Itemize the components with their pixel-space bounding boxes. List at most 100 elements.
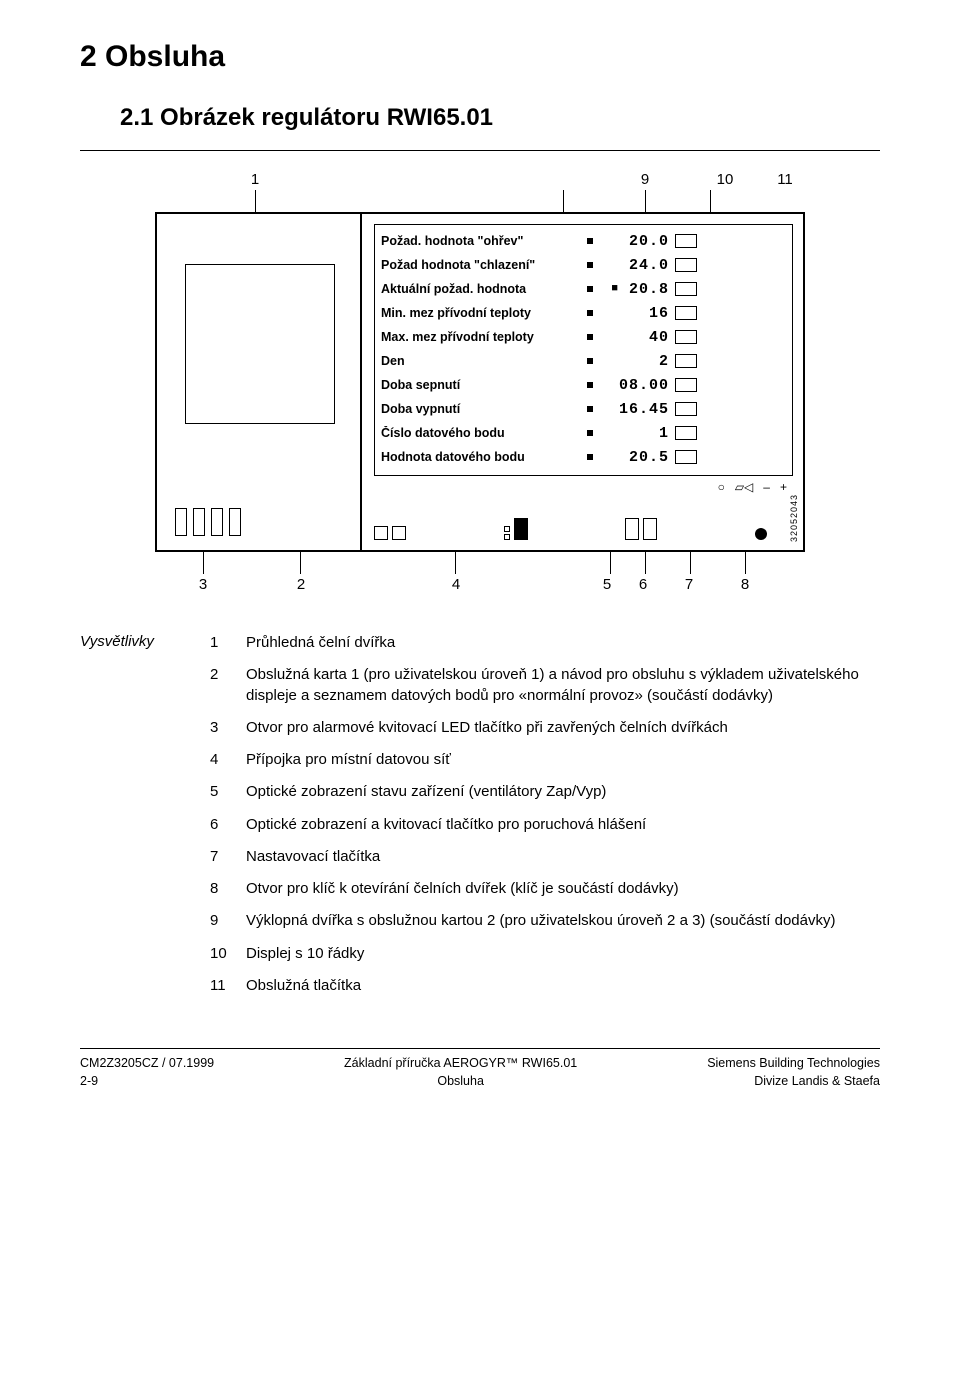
legend-item: 7Nastavovací tlačítka <box>210 847 880 867</box>
callout-2: 2 <box>291 576 311 593</box>
param-value: 08.00 <box>599 377 669 394</box>
param-row: Číslo datového bodu1 <box>381 421 786 445</box>
param-button-icon <box>675 306 697 320</box>
footer-doc-title: Základní příručka AEROGYR™ RWI65.01 <box>344 1055 577 1073</box>
param-button-icon <box>675 234 697 248</box>
legend-text: Displej s 10 řádky <box>246 944 880 964</box>
device-diagram: 1 9 10 11 Požad. hodn <box>155 171 805 593</box>
param-value: 1 <box>599 425 669 442</box>
callout-9: 9 <box>635 171 655 188</box>
symbol-row: ○ ▱◁ – + <box>374 476 793 494</box>
legend-item: 5 Optické zobrazení stavu zařízení (venti… <box>210 782 880 802</box>
legend-item: 10 Displej s 10 řádky <box>210 944 880 964</box>
legend-item: 1Průhledná čelní dvířka <box>210 633 880 653</box>
param-row: Požad hodnota "chlazení"24.0 <box>381 253 786 277</box>
param-value: 20.0 <box>599 233 669 250</box>
legend-text: Přípojka pro místní datovou síť <box>246 750 880 770</box>
legend-block: Vysvětlivky 1Průhledná čelní dvířka 2Obsl… <box>80 633 880 1008</box>
param-row: Max. mez přívodní teploty 40 <box>381 325 786 349</box>
legend-number: 6 <box>210 815 232 835</box>
control-box-icon <box>374 526 388 540</box>
param-button-icon <box>675 378 697 392</box>
ctrl-block-set <box>625 518 657 540</box>
legend-text: Otvor pro alarmové kvitovací LED tlačítk… <box>246 718 880 738</box>
param-row: Hodnota datového bodu 20.5 <box>381 445 786 469</box>
param-value: 24.0 <box>599 257 669 274</box>
param-row: Aktuální požad. hodnota■ 20.8 <box>381 277 786 301</box>
callout-8: 8 <box>735 576 755 593</box>
callout-11: 11 <box>775 171 795 188</box>
callout-10: 10 <box>715 171 735 188</box>
param-label: Aktuální požad. hodnota <box>381 282 581 296</box>
callouts-top: 1 9 10 11 <box>155 171 805 188</box>
footer-page-number: 2-9 <box>80 1073 214 1091</box>
legend-number: 8 <box>210 879 232 899</box>
bottom-controls <box>374 518 767 540</box>
legend-list: 1Průhledná čelní dvířka 2Obslužná karta 1… <box>210 633 880 1008</box>
param-button-icon <box>675 402 697 416</box>
control-box-icon <box>392 526 406 540</box>
legend-number: 5 <box>210 782 232 802</box>
param-dot-icon <box>587 334 593 340</box>
param-row: Doba vypnutí16.45 <box>381 397 786 421</box>
footer-left: CM2Z3205CZ / 07.1999 2-9 <box>80 1055 214 1090</box>
legend-item: 2Obslužná karta 1 (pro uživatelskou úrov… <box>210 665 880 706</box>
callout-4: 4 <box>446 576 466 593</box>
slot <box>211 508 223 536</box>
param-label: Doba sepnutí <box>381 378 581 392</box>
param-dot-icon <box>587 238 593 244</box>
footer-right: Siemens Building Technologies Divize Lan… <box>707 1055 880 1090</box>
symbol-icon: ▱◁ <box>735 480 753 494</box>
footer-section: Obsluha <box>344 1073 577 1091</box>
front-window <box>185 264 335 424</box>
legend-item: 9Výklopná dvířka s obslužnou kartou 2 (p… <box>210 911 880 931</box>
ctrl-block-key <box>755 528 767 540</box>
param-row: Požad. hodnota "ohřev"20.0 <box>381 229 786 253</box>
legend-number: 11 <box>210 976 232 996</box>
callout-5: 5 <box>597 576 617 593</box>
param-button-icon <box>675 426 697 440</box>
symbol-icon: + <box>780 480 787 494</box>
symbol-icon: – <box>763 480 770 494</box>
param-label: Den <box>381 354 581 368</box>
footer-division: Divize Landis & Staefa <box>707 1073 880 1091</box>
param-value: 20.5 <box>599 449 669 466</box>
param-dot-icon <box>587 286 593 292</box>
param-value: 2 <box>599 353 669 370</box>
legend-number: 10 <box>210 944 232 964</box>
footer-company: Siemens Building Technologies <box>707 1055 880 1073</box>
section-title: 2.1 Obrázek regulátoru RWI65.01 <box>120 104 880 132</box>
param-value: 40 <box>599 329 669 346</box>
legend-text: Obslužná karta 1 (pro uživatelskou úrove… <box>246 665 880 706</box>
ctrl-block-left <box>374 526 406 540</box>
param-label: Max. mez přívodní teploty <box>381 330 581 344</box>
footer-doc-code: CM2Z3205CZ / 07.1999 <box>80 1055 214 1073</box>
param-dot-icon <box>587 454 593 460</box>
alarm-button-icon <box>514 518 528 540</box>
legend-item: 8Otvor pro klíč k otevírání čelních dvíř… <box>210 879 880 899</box>
section-rule <box>80 150 880 151</box>
legend-number: 9 <box>210 911 232 931</box>
device-right-panel: Požad. hodnota "ohřev"20.0Požad hodnota … <box>362 214 803 550</box>
param-dot-icon <box>587 406 593 412</box>
callout-6: 6 <box>633 576 653 593</box>
symbol-icon: ○ <box>718 480 725 494</box>
legend-item: 4Přípojka pro místní datovou síť <box>210 750 880 770</box>
param-button-icon <box>675 354 697 368</box>
slot <box>229 508 241 536</box>
slot <box>175 508 187 536</box>
param-label: Doba vypnutí <box>381 402 581 416</box>
legend-item: 11Obslužná tlačítka <box>210 976 880 996</box>
param-button-icon <box>675 450 697 464</box>
param-dot-icon <box>587 382 593 388</box>
param-value: 16 <box>599 305 669 322</box>
parameter-list: Požad. hodnota "ohřev"20.0Požad hodnota … <box>374 224 793 476</box>
param-button-icon <box>675 330 697 344</box>
param-row: Den 2 <box>381 349 786 373</box>
legend-label: Vysvětlivky <box>80 633 180 1008</box>
param-row: Doba sepnutí 08.00 <box>381 373 786 397</box>
ctrl-block-mid <box>504 518 528 540</box>
legend-text: Optické zobrazení stavu zařízení (ventil… <box>246 782 880 802</box>
callouts-bottom: 3 2 4 5 6 7 8 <box>155 576 805 593</box>
param-label: Hodnota datového bodu <box>381 450 581 464</box>
